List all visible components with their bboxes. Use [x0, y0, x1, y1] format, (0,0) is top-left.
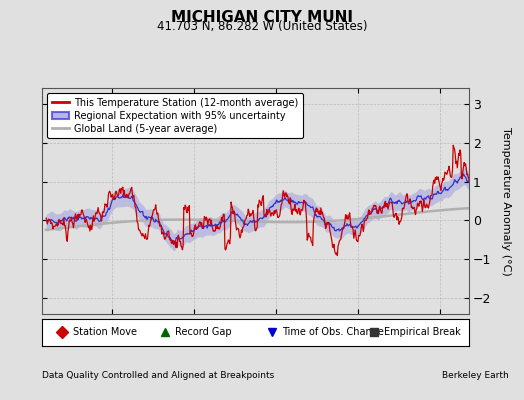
Text: Record Gap: Record Gap [175, 327, 232, 338]
Text: Empirical Break: Empirical Break [385, 327, 461, 338]
Text: MICHIGAN CITY MUNI: MICHIGAN CITY MUNI [171, 10, 353, 25]
Text: Berkeley Earth: Berkeley Earth [442, 371, 508, 380]
Text: Time of Obs. Change: Time of Obs. Change [282, 327, 384, 338]
Text: Data Quality Controlled and Aligned at Breakpoints: Data Quality Controlled and Aligned at B… [42, 371, 274, 380]
Text: Station Move: Station Move [73, 327, 137, 338]
Text: 41.703 N, 86.282 W (United States): 41.703 N, 86.282 W (United States) [157, 20, 367, 33]
Legend: This Temperature Station (12-month average), Regional Expectation with 95% uncer: This Temperature Station (12-month avera… [47, 93, 303, 138]
Y-axis label: Temperature Anomaly (°C): Temperature Anomaly (°C) [501, 127, 511, 275]
